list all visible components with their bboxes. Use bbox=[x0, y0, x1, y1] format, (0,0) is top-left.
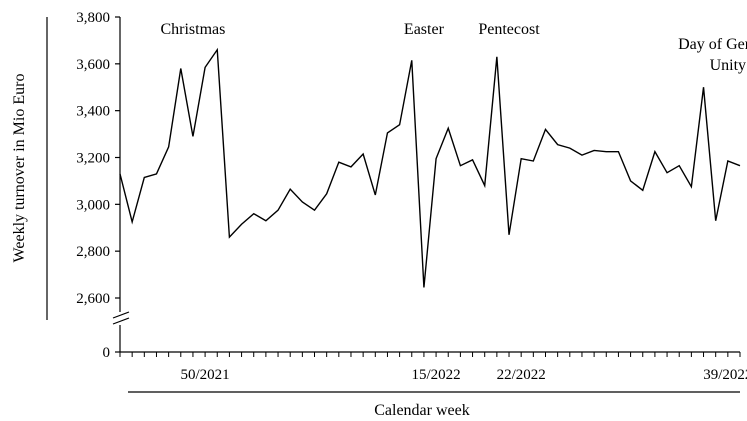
data-point bbox=[253, 213, 255, 215]
y-tick-label: 2,600 bbox=[76, 291, 110, 307]
y-axis-ticks: 2,600 2,800 3,000 3,200 3,400 3,600 3,800 0 bbox=[76, 10, 120, 361]
data-point bbox=[435, 157, 437, 159]
x-tick-label: 22/2022 bbox=[497, 367, 546, 383]
data-point bbox=[180, 67, 182, 69]
data-point bbox=[240, 223, 242, 225]
data-point bbox=[155, 173, 157, 175]
data-point bbox=[569, 147, 571, 149]
data-point bbox=[374, 194, 376, 196]
data-point bbox=[338, 161, 340, 163]
data-point bbox=[192, 135, 194, 137]
data-point bbox=[411, 59, 413, 61]
data-point bbox=[143, 176, 145, 178]
y-tick-label: 3,800 bbox=[76, 10, 110, 26]
data-point bbox=[544, 128, 546, 130]
y-tick-label: 3,000 bbox=[76, 197, 110, 213]
x-tick-label: 50/2021 bbox=[181, 367, 230, 383]
data-point bbox=[714, 220, 716, 222]
y-tick-label: 3,600 bbox=[76, 57, 110, 73]
x-axis-tick-labels: 50/2021 15/2022 22/2022 39/2022 bbox=[181, 367, 747, 383]
data-point bbox=[325, 193, 327, 195]
data-point bbox=[289, 188, 291, 190]
data-point bbox=[581, 154, 583, 156]
data-point bbox=[423, 286, 425, 288]
annotation-label: Christmas bbox=[160, 21, 225, 38]
data-point bbox=[301, 201, 303, 203]
data-point bbox=[167, 146, 169, 148]
data-points bbox=[119, 49, 741, 289]
data-point bbox=[471, 159, 473, 161]
data-point bbox=[398, 124, 400, 126]
data-point bbox=[119, 173, 121, 175]
data-point bbox=[727, 160, 729, 162]
x-tick-label: 39/2022 bbox=[703, 367, 747, 383]
data-point bbox=[484, 184, 486, 186]
y-tick-label: 3,400 bbox=[76, 104, 110, 120]
data-point bbox=[702, 86, 704, 88]
data-point bbox=[228, 236, 230, 238]
data-point bbox=[447, 127, 449, 129]
x-tick-label: 15/2022 bbox=[411, 367, 460, 383]
data-point bbox=[313, 209, 315, 211]
data-point bbox=[629, 180, 631, 182]
data-point bbox=[204, 66, 206, 68]
data-point bbox=[593, 149, 595, 151]
data-point bbox=[265, 220, 267, 222]
y-tick-label: 2,800 bbox=[76, 244, 110, 260]
y-axis-break-mark bbox=[112, 311, 130, 325]
data-point bbox=[459, 164, 461, 166]
data-point bbox=[690, 186, 692, 188]
x-axis-title: Calendar week bbox=[374, 402, 470, 419]
y-axis-title: Weekly turnover in Mio Euro bbox=[11, 74, 28, 263]
data-point bbox=[508, 234, 510, 236]
data-point bbox=[362, 153, 364, 155]
x-axis-ticks bbox=[119, 352, 741, 357]
data-point bbox=[386, 132, 388, 134]
data-point bbox=[496, 56, 498, 58]
data-point bbox=[678, 164, 680, 166]
data-point bbox=[642, 189, 644, 191]
data-point bbox=[532, 160, 534, 162]
data-point bbox=[617, 150, 619, 152]
annotation-label: Day of GermanUnity bbox=[678, 36, 747, 74]
annotation-label: Easter bbox=[404, 21, 445, 38]
data-point bbox=[350, 166, 352, 168]
annotations: Christmas Easter Pentecost Day of GermanUni… bbox=[160, 21, 747, 74]
data-point bbox=[520, 157, 522, 159]
data-point bbox=[216, 49, 218, 51]
data-point bbox=[277, 209, 279, 211]
data-point bbox=[739, 164, 741, 166]
data-point bbox=[654, 150, 656, 152]
y-tick-label-zero: 0 bbox=[103, 345, 111, 361]
annotation-label: Pentecost bbox=[478, 21, 540, 38]
series-line bbox=[119, 47, 741, 288]
data-point bbox=[131, 221, 133, 223]
data-point bbox=[556, 143, 558, 145]
data-point bbox=[605, 150, 607, 152]
data-point bbox=[666, 172, 668, 174]
y-tick-label: 3,200 bbox=[76, 151, 110, 167]
